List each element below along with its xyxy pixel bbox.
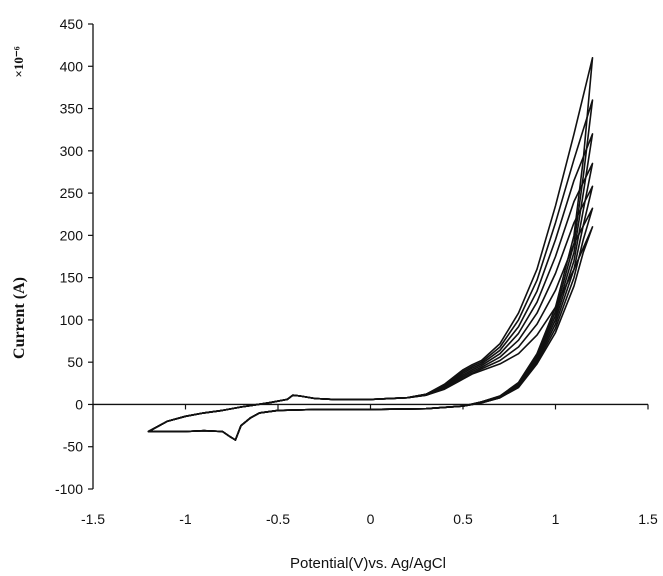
x-axis-ticks: -1.5 -1 -0.5 0 0.5 1 1.5 bbox=[81, 404, 658, 527]
y-tick-label: 100 bbox=[60, 312, 84, 328]
x-tick-label: 1 bbox=[552, 511, 560, 527]
x-tick-label: -1 bbox=[179, 511, 192, 527]
x-axis-title: Potential(V)vs. Ag/AgCl bbox=[290, 555, 446, 572]
y-axis-title: Current (A) bbox=[11, 277, 28, 359]
y-tick-label: 200 bbox=[60, 227, 84, 243]
x-tick-label: 0.5 bbox=[453, 511, 473, 527]
cv-curves bbox=[147, 57, 594, 441]
y-tick-label: 350 bbox=[60, 101, 84, 117]
cv-cycle-5 bbox=[147, 133, 594, 441]
cv-cycle-6 bbox=[147, 99, 594, 441]
y-tick-label: 400 bbox=[60, 58, 84, 74]
y-tick-label: 0 bbox=[75, 396, 83, 412]
x-tick-label: 0 bbox=[367, 511, 375, 527]
x-tick-label: -1.5 bbox=[81, 511, 105, 527]
y-axis-multiplier: ×10⁻⁶ bbox=[11, 46, 26, 77]
y-tick-label: -100 bbox=[55, 481, 83, 497]
y-tick-label: 300 bbox=[60, 143, 84, 159]
y-tick-label: 450 bbox=[60, 16, 84, 32]
cv-cycle-7 bbox=[147, 57, 594, 441]
y-tick-label: -50 bbox=[63, 439, 83, 455]
y-axis-ticks: -100 -50 0 50 100 150 200 250 300 350 400 450 bbox=[55, 16, 93, 497]
x-tick-label: 1.5 bbox=[638, 511, 658, 527]
y-tick-label: 150 bbox=[60, 270, 84, 286]
x-tick-label: -0.5 bbox=[266, 511, 290, 527]
y-tick-label: 250 bbox=[60, 185, 84, 201]
cv-cycle-4 bbox=[147, 162, 594, 441]
y-tick-label: 50 bbox=[67, 354, 83, 370]
